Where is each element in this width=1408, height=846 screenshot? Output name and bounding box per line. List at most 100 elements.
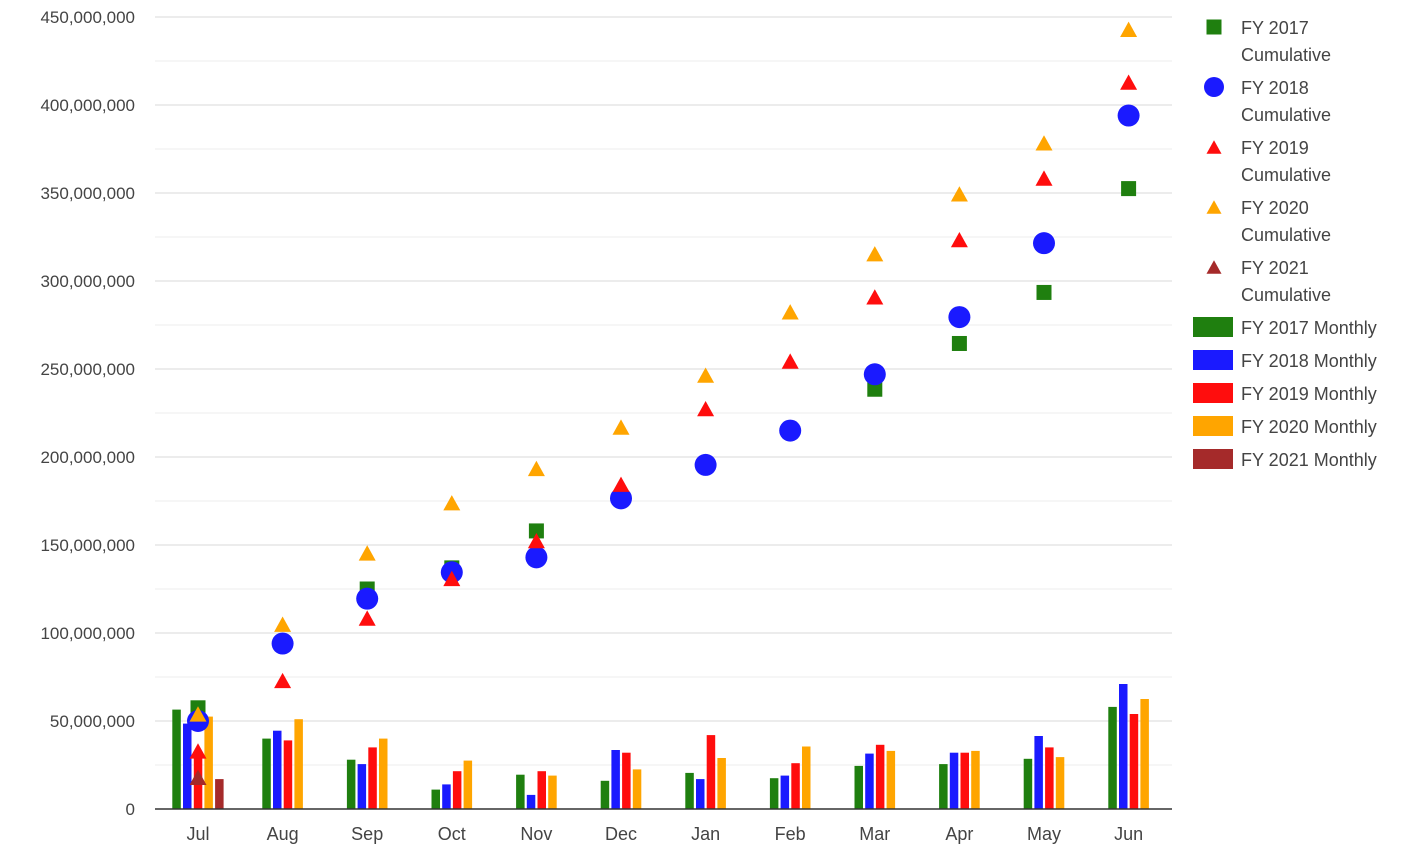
y-axis-tick-labels: 0 50,000,000 100,000,000 150,000,000 200,000… bbox=[40, 8, 135, 819]
legend-label: Cumulative bbox=[1241, 45, 1331, 65]
point-fy-2019-cumulative-sep bbox=[358, 610, 376, 626]
bar-fy-2018-monthly-mar bbox=[865, 753, 874, 809]
legend-item-fy-2019-monthly: FY 2019 Monthly bbox=[1193, 383, 1377, 404]
y-tick-label: 50,000,000 bbox=[50, 712, 135, 731]
bar-fy-2019-monthly-jan bbox=[706, 735, 716, 809]
legend-label: FY 2018 bbox=[1241, 78, 1309, 98]
point-fy-2020-cumulative-aug bbox=[274, 616, 292, 632]
bar-fy-2017-monthly-jun bbox=[1108, 706, 1117, 809]
y-tick-label: 150,000,000 bbox=[40, 536, 135, 555]
bar-fy-2017-monthly-aug bbox=[262, 738, 271, 809]
bar-fy-2018-monthly-jun bbox=[1119, 684, 1128, 809]
bar-fy-2018-monthly-dec bbox=[611, 750, 620, 809]
cumulative-series-markers bbox=[187, 21, 1140, 785]
bar-fy-2020-monthly-oct bbox=[463, 760, 473, 809]
point-fy-2018-cumulative-sep bbox=[356, 587, 379, 610]
point-fy-2019-cumulative-aug bbox=[274, 672, 292, 689]
point-fy-2018-cumulative-mar bbox=[863, 363, 886, 386]
bar-fy-2019-monthly-aug bbox=[283, 740, 293, 809]
bar-fy-2019-monthly-oct bbox=[452, 771, 462, 809]
bar-fy-2018-monthly-may bbox=[1034, 736, 1043, 809]
x-tick-label: Dec bbox=[605, 824, 637, 844]
point-fy-2019-cumulative-dec bbox=[612, 476, 630, 492]
legend-label: FY 2018 Monthly bbox=[1241, 351, 1377, 371]
bar-fy-2020-monthly-may bbox=[1055, 757, 1065, 809]
point-fy-2017-cumulative-mar bbox=[867, 381, 883, 397]
point-fy-2020-cumulative-may bbox=[1035, 135, 1053, 151]
legend-swatch bbox=[1193, 449, 1233, 469]
legend-label: FY 2021 bbox=[1241, 258, 1309, 278]
bar-fy-2018-monthly-apr bbox=[949, 752, 959, 809]
point-fy-2017-cumulative-apr bbox=[951, 335, 967, 351]
point-fy-2020-cumulative-sep bbox=[358, 545, 376, 561]
bar-fy-2017-monthly-jul bbox=[172, 709, 181, 809]
legend-label: Cumulative bbox=[1241, 105, 1331, 125]
x-tick-label: Aug bbox=[267, 824, 299, 844]
legend-label: Cumulative bbox=[1241, 285, 1331, 305]
bar-fy-2017-monthly-mar bbox=[854, 765, 863, 809]
point-fy-2019-cumulative-jul bbox=[189, 743, 207, 759]
bar-fy-2021-monthly-jul bbox=[215, 779, 224, 809]
point-fy-2019-cumulative-may bbox=[1035, 170, 1053, 186]
bar-fy-2017-monthly-apr bbox=[939, 764, 948, 809]
bar-fy-2018-monthly-jan bbox=[696, 779, 705, 809]
point-fy-2018-cumulative-dec bbox=[610, 487, 632, 510]
bar-fy-2017-monthly-may bbox=[1023, 758, 1033, 809]
bar-fy-2018-monthly-nov bbox=[526, 794, 536, 809]
point-fy-2020-cumulative-jun bbox=[1120, 21, 1138, 37]
x-tick-label: Jun bbox=[1114, 824, 1143, 844]
x-tick-label: Jul bbox=[186, 824, 209, 844]
bar-fy-2017-monthly-nov bbox=[516, 774, 525, 809]
bar-fy-2018-monthly-aug bbox=[273, 730, 282, 809]
bar-fy-2020-monthly-nov bbox=[548, 775, 557, 809]
bar-fy-2020-monthly-sep bbox=[379, 738, 388, 809]
bar-fy-2018-monthly-oct bbox=[442, 784, 451, 809]
point-fy-2020-cumulative-nov bbox=[527, 460, 545, 477]
y-tick-label: 350,000,000 bbox=[40, 184, 135, 203]
y-tick-label: 0 bbox=[126, 800, 135, 819]
bar-fy-2018-monthly-feb bbox=[780, 775, 790, 809]
point-fy-2019-cumulative-mar bbox=[866, 289, 884, 305]
legend-swatch bbox=[1193, 416, 1233, 436]
point-fy-2018-cumulative-jan bbox=[694, 453, 717, 476]
point-fy-2017-cumulative-nov bbox=[528, 523, 544, 539]
legend-item-fy-2017-cumulative: FY 2017 Cumulative bbox=[1206, 18, 1331, 65]
legend-item-fy-2021-cumulative: FY 2021 Cumulative bbox=[1206, 258, 1331, 305]
bar-fy-2019-monthly-dec bbox=[622, 752, 631, 809]
x-tick-label: Mar bbox=[859, 824, 890, 844]
bar-fy-2019-monthly-mar bbox=[875, 744, 885, 809]
point-fy-2020-cumulative-apr bbox=[950, 186, 968, 202]
y-tick-label: 450,000,000 bbox=[40, 8, 135, 27]
point-fy-2018-cumulative-nov bbox=[525, 546, 548, 569]
point-fy-2020-cumulative-feb bbox=[781, 304, 799, 320]
point-fy-2017-cumulative-may bbox=[1036, 284, 1052, 300]
x-tick-label: Sep bbox=[351, 824, 383, 844]
bar-fy-2017-monthly-oct bbox=[431, 789, 440, 809]
bar-series bbox=[172, 684, 1149, 809]
bar-fy-2020-monthly-aug bbox=[294, 719, 303, 809]
x-axis-tick-labels: Jul Aug Sep Oct Nov Dec Jan Feb Mar Apr May Jun bbox=[186, 824, 1143, 844]
x-tick-label: Jan bbox=[691, 824, 720, 844]
legend-marker bbox=[1204, 77, 1224, 97]
point-fy-2019-cumulative-oct bbox=[443, 570, 461, 587]
bar-fy-2018-monthly-jul bbox=[183, 723, 192, 809]
bar-fy-2018-monthly-sep bbox=[357, 764, 367, 809]
point-fy-2019-cumulative-nov bbox=[527, 532, 545, 549]
bar-fy-2020-monthly-mar bbox=[886, 750, 896, 809]
legend-label: Cumulative bbox=[1241, 225, 1331, 245]
legend-label: FY 2020 Monthly bbox=[1241, 417, 1377, 437]
point-fy-2019-cumulative-jun bbox=[1120, 74, 1138, 90]
legend-label: FY 2017 bbox=[1241, 18, 1309, 38]
x-tick-label: Oct bbox=[438, 824, 466, 844]
point-fy-2018-cumulative-may bbox=[1033, 232, 1055, 255]
bar-fy-2017-monthly-feb bbox=[769, 778, 779, 809]
legend-marker bbox=[1206, 19, 1222, 35]
point-fy-2018-cumulative-feb bbox=[779, 419, 802, 442]
point-fy-2021-cumulative-jul bbox=[189, 769, 207, 785]
point-fy-2018-cumulative-jun bbox=[1117, 104, 1140, 127]
y-tick-label: 200,000,000 bbox=[40, 448, 135, 467]
bar-fy-2019-monthly-feb bbox=[791, 763, 800, 809]
gridlines bbox=[155, 16, 1172, 766]
